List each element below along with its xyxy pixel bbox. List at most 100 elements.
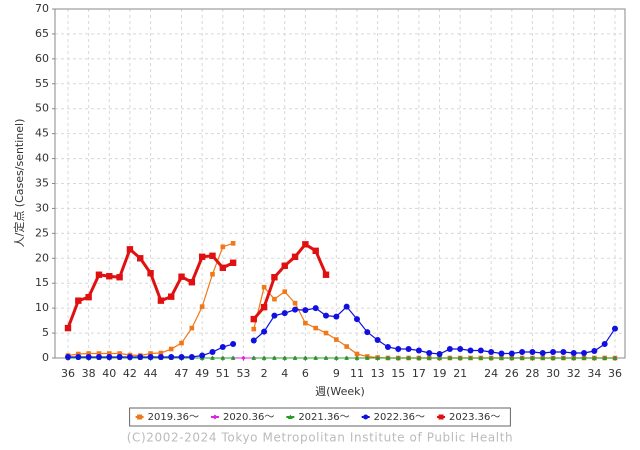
- point: [436, 351, 443, 358]
- point: [571, 355, 577, 360]
- point: [312, 305, 319, 312]
- x-tick-label: 34: [587, 367, 601, 380]
- point: [250, 315, 257, 323]
- point: [437, 355, 442, 360]
- point: [292, 306, 299, 313]
- point: [292, 300, 298, 306]
- point: [426, 355, 432, 360]
- point: [447, 355, 453, 360]
- point: [344, 355, 349, 360]
- point: [354, 355, 360, 360]
- point: [457, 346, 464, 353]
- legend-label: 2019.36～: [148, 412, 199, 423]
- point: [219, 344, 226, 351]
- point: [251, 326, 257, 332]
- point: [271, 312, 278, 319]
- x-tick-label: 26: [505, 367, 519, 380]
- point: [478, 355, 484, 360]
- point: [178, 273, 185, 280]
- point: [302, 307, 309, 314]
- point: [198, 253, 206, 260]
- series-line: [253, 305, 616, 355]
- legend-label: 2023.36～: [449, 412, 500, 423]
- y-axis-label: 人/定点 (Cases/sentinel): [12, 119, 26, 248]
- point: [529, 349, 536, 356]
- point: [209, 349, 216, 356]
- x-axis-label: 週(Week): [315, 385, 365, 398]
- point: [147, 270, 154, 277]
- point: [509, 355, 515, 360]
- point: [313, 355, 318, 360]
- point: [85, 293, 92, 301]
- x-tick-label: 4: [281, 367, 288, 380]
- x-tick-label: 53: [236, 367, 250, 380]
- y-tick-label: 5: [42, 326, 49, 339]
- point: [561, 355, 566, 360]
- point: [364, 329, 371, 336]
- point: [188, 354, 195, 361]
- point: [322, 271, 330, 278]
- point: [426, 350, 433, 357]
- point: [446, 346, 453, 353]
- point: [406, 355, 411, 360]
- point: [106, 354, 113, 361]
- point: [116, 274, 123, 281]
- legend-label: 2021.36～: [298, 412, 349, 423]
- x-tick-label: 36: [61, 367, 75, 380]
- series: [64, 241, 330, 332]
- point: [137, 414, 143, 420]
- point: [457, 355, 463, 360]
- legend-item: 2019.36～: [135, 412, 199, 423]
- point: [271, 274, 278, 281]
- point: [374, 337, 381, 344]
- point: [220, 244, 226, 250]
- series: [65, 303, 618, 361]
- point: [117, 351, 122, 356]
- point: [344, 344, 349, 349]
- point: [85, 354, 92, 361]
- footer: (C)2002-2024 Tokyo Metropolitan Institut…: [127, 431, 514, 445]
- point: [199, 304, 205, 309]
- point: [488, 355, 494, 360]
- x-tick-label: 24: [484, 367, 498, 380]
- y-tick-label: 60: [35, 52, 49, 65]
- point: [148, 351, 153, 356]
- x-tick-label: 11: [350, 367, 364, 380]
- legend-box: [129, 407, 511, 427]
- point: [210, 271, 215, 277]
- point: [106, 273, 113, 280]
- legend-label: 2022.36～: [374, 412, 425, 423]
- point: [365, 355, 370, 360]
- point: [65, 354, 71, 361]
- x-tick-label: 30: [546, 367, 560, 380]
- point: [530, 355, 535, 360]
- x-tick-label: 32: [567, 367, 581, 380]
- point: [540, 355, 546, 360]
- point: [416, 355, 422, 360]
- point: [602, 355, 607, 360]
- legend: 2019.36～ 2020.36～ 2021.36～ 2022.36～ 2023.36～: [129, 407, 511, 427]
- x-tick-label: 42: [123, 367, 137, 380]
- x-tick-label: 15: [391, 367, 405, 380]
- point: [303, 320, 308, 326]
- point: [199, 352, 206, 359]
- x-tick-label: 21: [453, 367, 467, 380]
- point: [581, 350, 588, 357]
- point: [354, 351, 360, 357]
- point: [592, 355, 597, 360]
- point: [438, 414, 444, 420]
- point: [219, 264, 227, 271]
- y-tick-label: 45: [35, 127, 49, 140]
- x-tick-label: 51: [216, 367, 230, 380]
- x-tick-label: 44: [144, 367, 158, 380]
- y-tick-label: 15: [35, 276, 49, 289]
- point: [230, 341, 237, 348]
- point: [126, 354, 133, 361]
- point: [612, 355, 618, 360]
- point: [188, 279, 196, 286]
- point: [178, 354, 185, 361]
- point: [334, 337, 339, 342]
- point: [95, 271, 103, 278]
- point: [560, 349, 567, 356]
- y-tick-label: 10: [35, 301, 49, 314]
